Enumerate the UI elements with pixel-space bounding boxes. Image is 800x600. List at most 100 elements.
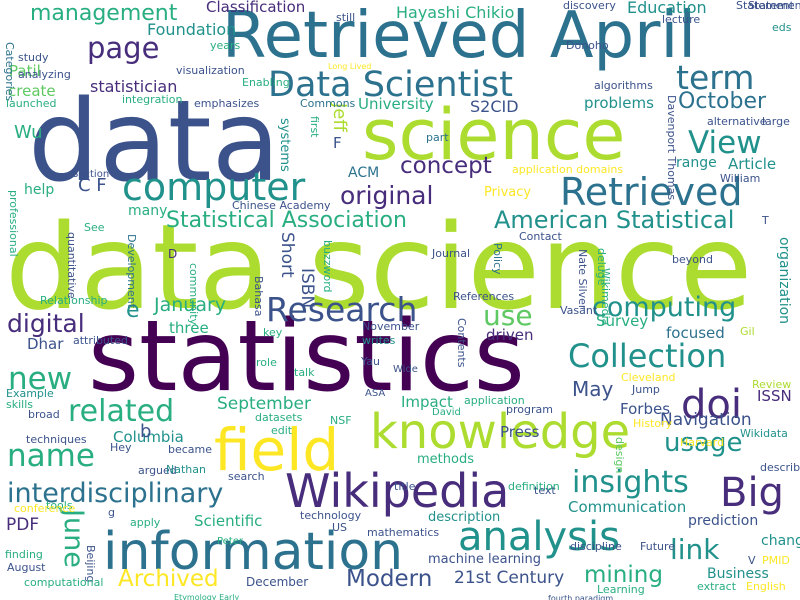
cloud-word-design: design [613,437,626,474]
cloud-word-definition: definition [508,480,560,493]
cloud-word-analyzing: analyzing [18,68,71,81]
cloud-word-c-f: C F [78,175,107,196]
cloud-word-vasant: Vasant [560,304,598,317]
cloud-word-william: William [720,172,761,185]
cloud-word-statistician: statistician [90,77,178,96]
cloud-word-new: new [8,361,73,397]
cloud-word-argued: argued [138,464,177,477]
cloud-word-pmid: PMID [762,554,790,567]
cloud-word-university: University [358,95,434,113]
cloud-word-years: years [210,39,241,52]
cloud-word-communication: Communication [568,498,687,516]
cloud-word-relationship: Relationship [40,294,108,307]
cloud-word-help: help [24,182,55,198]
cloud-word-hayashi-chikio: Hayashi Chikio [396,3,515,22]
cloud-word-data: data [28,77,281,207]
cloud-word-study: study [18,51,49,64]
cloud-word-harvard: Harvard [680,436,725,449]
cloud-word-research: Research [266,290,418,329]
cloud-word-alternative: alternative [707,115,767,128]
cloud-word-june: June [58,509,89,568]
cloud-word-december: December [246,575,309,589]
cloud-word-information: information [103,522,404,582]
cloud-word-future: Future [640,540,676,553]
cloud-word-wu: Wu [14,122,43,143]
cloud-word-yau: Yau [361,355,380,368]
cloud-word-edit: edit [271,424,293,437]
cloud-word-eds: eds [772,21,792,34]
cloud-word-big: Big [720,470,784,516]
cloud-word-launched: launched [6,97,57,110]
cloud-word-november: November [362,320,420,333]
cloud-word-davenport-thomas: Davenport Thomas [665,95,678,201]
cloud-word-focused: focused [666,324,725,342]
cloud-word-references: References [453,290,515,303]
cloud-word-dhar: Dhar [27,335,64,353]
cloud-word-jump: Jump [632,383,660,396]
cloud-word-insights: insights [572,465,689,500]
cloud-word-collection: Collection [568,337,727,375]
cloud-word-modern: Modern [346,566,433,592]
cloud-word-mathematics: mathematics [367,526,440,539]
cloud-word-short: Short [277,232,297,278]
cloud-word-survey: Survey [596,312,649,330]
cloud-word-range: range [676,155,717,171]
cloud-word-many: many [128,203,168,219]
cloud-word-donoho: Donoho [566,39,609,52]
cloud-word-issn: ISSN [757,387,792,405]
cloud-word-gil: Gil [740,325,755,338]
cloud-word-machine-learning: machine learning [428,552,542,567]
cloud-word-long-lived: Long Lived [328,62,372,71]
cloud-word-program: program [506,403,553,416]
cloud-word-techniques: techniques [26,433,87,446]
cloud-word-conference: conference [14,502,76,515]
cloud-word-david: David [432,407,461,418]
cloud-word-knowledge: knowledge [370,404,631,460]
cloud-word-name: name [7,438,95,474]
cloud-word-peter: Peter [217,536,244,547]
cloud-word-g: g [108,506,115,519]
cloud-word-commons: Commons [300,97,356,110]
cloud-word-search: search [228,470,265,483]
cloud-word-enabling: Enabling [242,76,290,89]
cloud-word-field: field [214,416,340,484]
cloud-word-key: key [263,326,283,339]
cloud-word-discipline: discipline [570,540,622,553]
cloud-word-statistics: statistics [88,300,525,414]
cloud-word-forbes: Forbes [620,400,671,418]
cloud-word-integration: integration [122,93,183,106]
cloud-word-science: science [362,94,626,176]
cloud-word-talk: talk [294,366,315,379]
cloud-word-development: Development [125,234,138,309]
cloud-word-beyond: beyond [672,253,713,266]
cloud-word-press: Press [500,423,540,441]
cloud-word-attributed: attributed [73,334,128,347]
cloud-word-emphasizes: emphasizes [194,97,260,110]
cloud-word-writes: writes [362,334,396,347]
cloud-word-doi: doi [681,382,742,428]
cloud-word-english: English [746,580,786,593]
cloud-word-statement: Statement [736,0,794,12]
cloud-word-hey: Hey [110,441,132,454]
cloud-word-v: V [748,554,756,567]
cloud-word-first: first [308,116,321,138]
cloud-word-example: Example [6,387,54,400]
cloud-word-original: original [340,181,434,210]
cloud-word-description: description [428,510,501,525]
cloud-word-policy: Policy [491,243,504,275]
cloud-word-large: large [762,115,790,128]
cloud-word-privacy: Privacy [484,185,532,200]
cloud-word-statement: Statement [748,0,800,12]
cloud-word-education: Education [627,0,707,17]
cloud-word-contact: Contact [519,230,562,243]
cloud-word-organization: organization [776,237,792,325]
cloud-word-datasets: datasets [255,411,303,424]
cloud-word-community: community [187,263,200,326]
cloud-word-retrieved-april: Retrieved April [222,0,697,73]
cloud-word-beijing: Beijing [84,545,97,583]
cloud-word-tools: tools [46,499,73,512]
cloud-word-learning: Learning [597,583,645,596]
cloud-word-extract: extract [697,580,737,593]
cloud-word-became: became [168,443,213,456]
cloud-word-methods: methods [417,452,474,467]
